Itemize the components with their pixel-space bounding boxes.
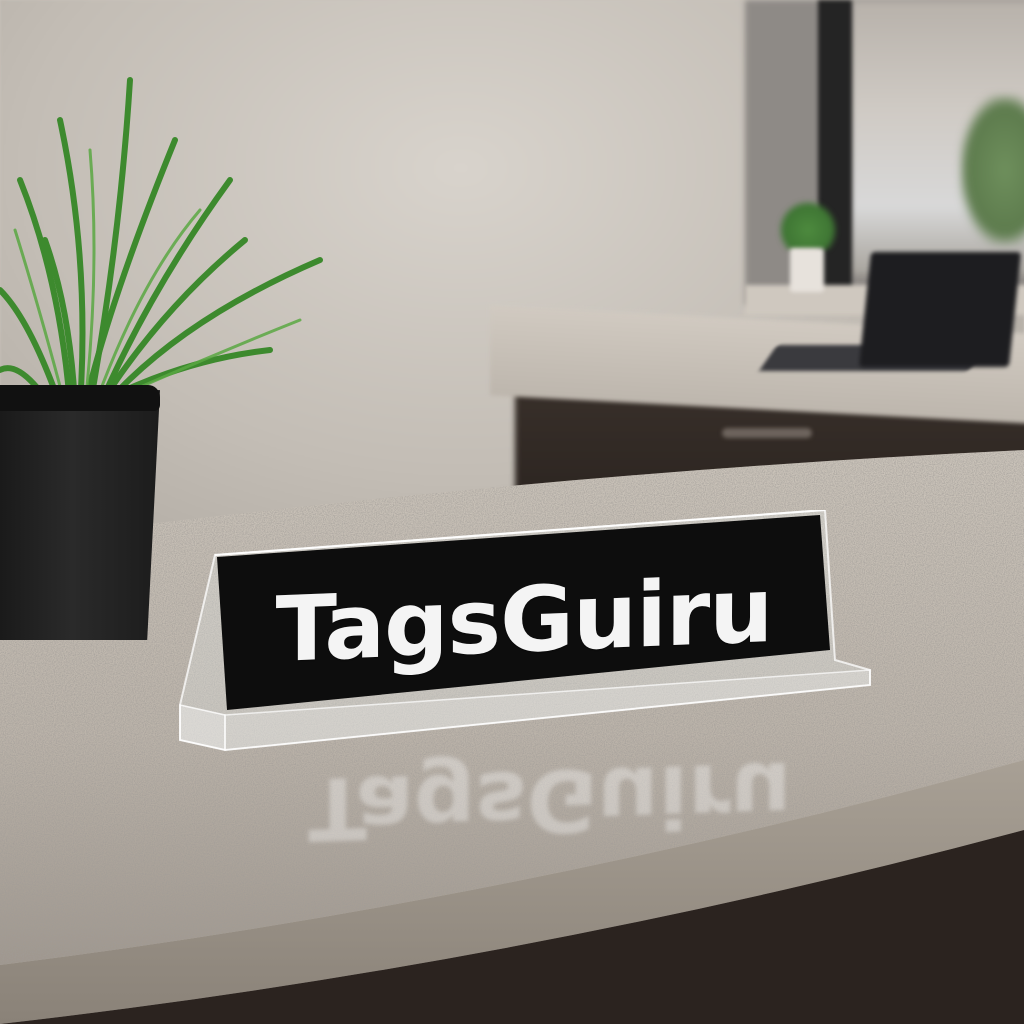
name-plate-reflection: TagsGuiru: [308, 741, 792, 859]
outside-tree: [960, 95, 1024, 245]
small-pot: [790, 248, 824, 292]
plant-leaves-icon: [0, 77, 323, 408]
name-plate-text: TagsGuiru: [275, 557, 773, 683]
small-plant-icon: [778, 200, 838, 250]
plant-pot: [0, 385, 160, 640]
name-plate-holder: [179, 510, 871, 752]
plant-pot-rim: [0, 385, 160, 411]
cabinet-handle: [722, 428, 812, 438]
